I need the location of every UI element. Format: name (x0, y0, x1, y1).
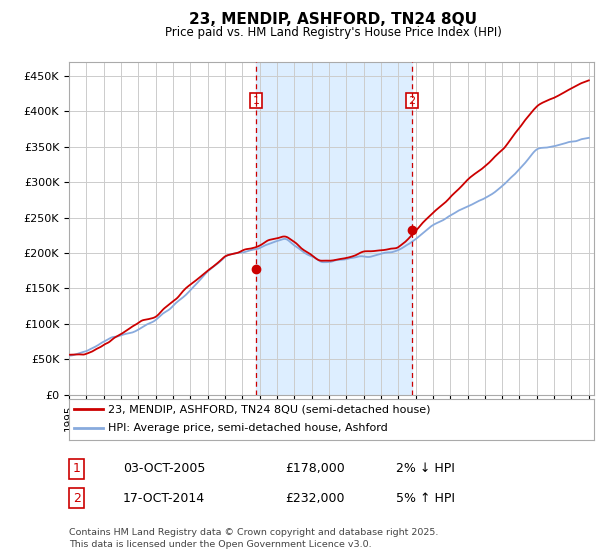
Text: 03-OCT-2005: 03-OCT-2005 (123, 462, 205, 475)
Text: 2% ↓ HPI: 2% ↓ HPI (396, 462, 455, 475)
Text: 2: 2 (409, 96, 415, 106)
Text: 1: 1 (253, 96, 259, 106)
Text: HPI: Average price, semi-detached house, Ashford: HPI: Average price, semi-detached house,… (109, 423, 388, 433)
Text: £232,000: £232,000 (285, 492, 344, 505)
Text: Price paid vs. HM Land Registry's House Price Index (HPI): Price paid vs. HM Land Registry's House … (164, 26, 502, 39)
Text: 23, MENDIP, ASHFORD, TN24 8QU: 23, MENDIP, ASHFORD, TN24 8QU (189, 12, 477, 27)
Bar (256, 62, 412, 395)
Text: Contains HM Land Registry data © Crown copyright and database right 2025.
This d: Contains HM Land Registry data © Crown c… (69, 528, 439, 549)
Text: 17-OCT-2014: 17-OCT-2014 (123, 492, 205, 505)
Text: 23, MENDIP, ASHFORD, TN24 8QU (semi-detached house): 23, MENDIP, ASHFORD, TN24 8QU (semi-deta… (109, 404, 431, 414)
Text: £178,000: £178,000 (285, 462, 345, 475)
Text: 2: 2 (73, 492, 81, 505)
Text: 1: 1 (73, 462, 81, 475)
Text: 5% ↑ HPI: 5% ↑ HPI (396, 492, 455, 505)
